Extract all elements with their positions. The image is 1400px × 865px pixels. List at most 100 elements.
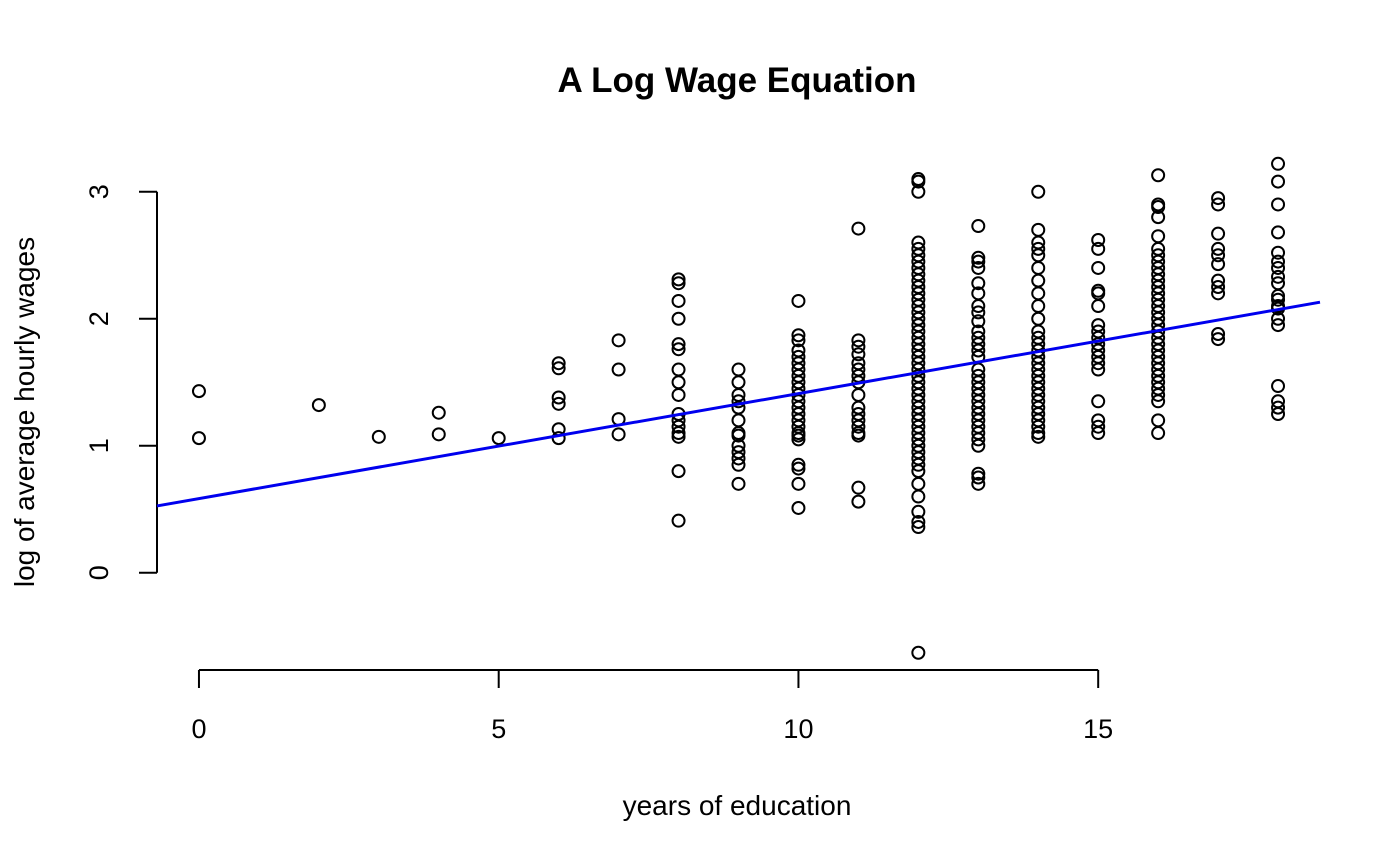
data-point [791,500,806,515]
data-point [1211,280,1226,294]
x-tick-label: 5 [491,714,506,744]
data-point [971,219,986,234]
data-point [731,476,746,491]
data-point [1151,394,1166,409]
data-point [971,299,986,314]
data-point [731,413,746,428]
data-point [1031,286,1046,301]
data-point [191,384,206,399]
data-point [671,375,686,390]
data-point [911,489,926,504]
data-point [1271,245,1286,260]
y-tick-label: 3 [84,184,114,199]
data-point [1211,191,1226,206]
data-point [1271,269,1286,284]
data-point [671,337,686,352]
data-point [911,645,926,660]
data-point [551,390,566,405]
data-point [971,305,986,320]
data-point [1151,199,1166,214]
data-point [1271,318,1286,333]
data-point [971,438,986,453]
data-point [671,429,686,444]
data-point [1211,248,1226,263]
regression-line [156,300,1321,508]
data-point [1211,257,1226,272]
data-point [731,457,746,472]
data-point [1271,174,1286,189]
data-point [671,387,686,402]
data-point [1091,394,1106,409]
data-point [851,339,866,354]
data-point [671,311,686,326]
data-point [1091,241,1106,256]
data-point [1091,233,1106,248]
data-point [1091,426,1106,441]
data-point [1271,379,1286,394]
data-point [1271,254,1286,269]
data-point [671,419,686,434]
data-point [1031,429,1046,444]
data-point [1151,413,1166,428]
data-point [1031,241,1046,256]
data-point [491,431,506,446]
data-point [1031,260,1046,275]
data-point [851,347,866,362]
data-point [791,432,806,447]
data-point [851,480,866,495]
data-point [1091,362,1106,377]
data-point [1271,156,1286,171]
data-point [1031,419,1046,434]
data-point [971,250,986,265]
data-point [911,504,926,519]
data-point [791,428,806,443]
data-point [1271,225,1286,240]
data-point [731,394,746,409]
data-point [671,342,686,357]
data-point [1211,332,1226,347]
y-tick-label: 0 [84,565,114,580]
data-point [1271,407,1286,421]
data-point [431,405,446,420]
x-tick-label: 15 [1083,714,1113,744]
data-point [791,461,806,476]
y-axis-title: log of average hourly wages [9,237,40,587]
data-point [971,254,986,269]
data-point [671,464,686,479]
data-point [1271,197,1286,212]
data-point [1031,426,1046,441]
y-axis: 0 1 2 3 [84,184,158,580]
data-point [1211,326,1226,341]
data-point [971,276,986,291]
data-point [971,476,986,491]
y-tick-label: 1 [84,438,114,453]
data-point [731,362,746,377]
data-point [1211,226,1226,241]
data-point [791,333,806,348]
data-point [551,396,566,411]
data-point [1151,210,1166,225]
data-point [971,466,986,481]
data-point [731,428,746,443]
data-point [971,432,986,447]
data-point [671,293,686,308]
data-point [1151,426,1166,441]
data-point [731,451,746,466]
x-tick-label: 10 [783,714,813,744]
data-point [851,333,866,348]
data-point [1031,222,1046,237]
data-point [551,361,566,376]
data-points [191,156,1286,660]
data-point [1271,400,1286,415]
data-point [1211,197,1226,212]
data-point [671,276,686,291]
data-point [1091,260,1106,275]
data-point [1211,241,1226,256]
data-point [971,314,986,329]
data-point [1091,419,1106,434]
data-point [551,356,566,371]
data-point [911,476,926,491]
data-point [911,184,926,199]
data-point [311,398,326,413]
